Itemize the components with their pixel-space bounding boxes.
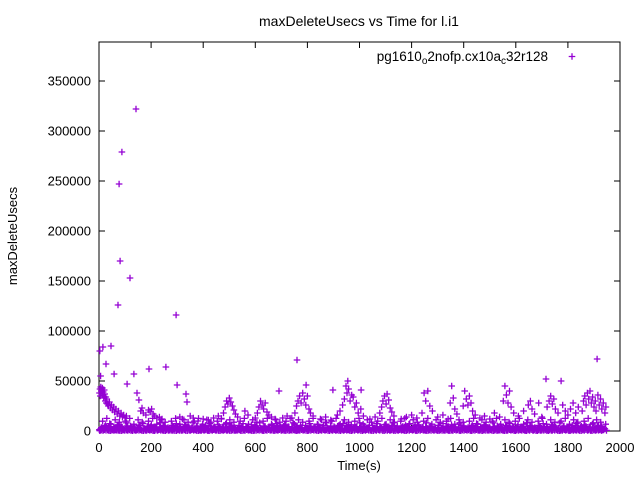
x-tick-label: 1200 [397,440,426,455]
x-tick-label: 800 [297,440,319,455]
y-axis-label: maxDeleteUsecs [5,186,20,285]
x-tick-label: 600 [244,440,266,455]
y-tick-label: 300000 [48,124,91,139]
x-tick-label: 2000 [606,440,635,455]
y-tick-label: 150000 [48,274,91,289]
y-tick-label: 250000 [48,174,91,189]
legend: pg1610o2nofp.cx10ac32r128 [377,49,576,67]
y-tick-label: 350000 [48,74,91,89]
x-tick-label: 200 [140,440,162,455]
x-tick-label: 1600 [501,440,530,455]
scatter-points [96,105,610,434]
y-tick-label: 50000 [55,374,91,389]
x-tick-label: 1800 [553,440,582,455]
x-tick-label: 1000 [345,440,374,455]
legend-label: pg1610o2nofp.cx10ac32r128 [377,49,548,67]
axis-tick-labels: 0 200 400 600 800 1000 1200 1400 1600 1800 2000 0 50… [48,74,635,456]
x-tick-label: 400 [192,440,214,455]
y-tick-label: 200000 [48,224,91,239]
x-axis-label: Time(s) [337,458,381,473]
y-tick-label: 100000 [48,324,91,339]
chart-title: maxDeleteUsecs vs Time for l.i1 [259,13,459,29]
y-tick-label: 0 [84,424,91,439]
x-tick-label: 1400 [449,440,478,455]
x-tick-label: 0 [95,440,102,455]
legend-marker-icon [568,53,576,60]
data-points-path [96,105,610,434]
